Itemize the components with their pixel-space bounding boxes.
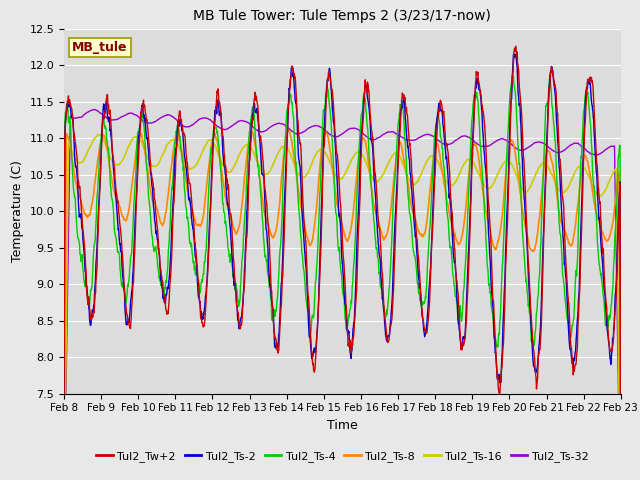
- X-axis label: Time: Time: [327, 419, 358, 432]
- Text: MB_tule: MB_tule: [72, 41, 128, 54]
- Legend: Tul2_Tw+2, Tul2_Ts-2, Tul2_Ts-4, Tul2_Ts-8, Tul2_Ts-16, Tul2_Ts-32: Tul2_Tw+2, Tul2_Ts-2, Tul2_Ts-4, Tul2_Ts…: [92, 446, 593, 467]
- Title: MB Tule Tower: Tule Temps 2 (3/23/17-now): MB Tule Tower: Tule Temps 2 (3/23/17-now…: [193, 10, 492, 24]
- Y-axis label: Temperature (C): Temperature (C): [11, 160, 24, 262]
